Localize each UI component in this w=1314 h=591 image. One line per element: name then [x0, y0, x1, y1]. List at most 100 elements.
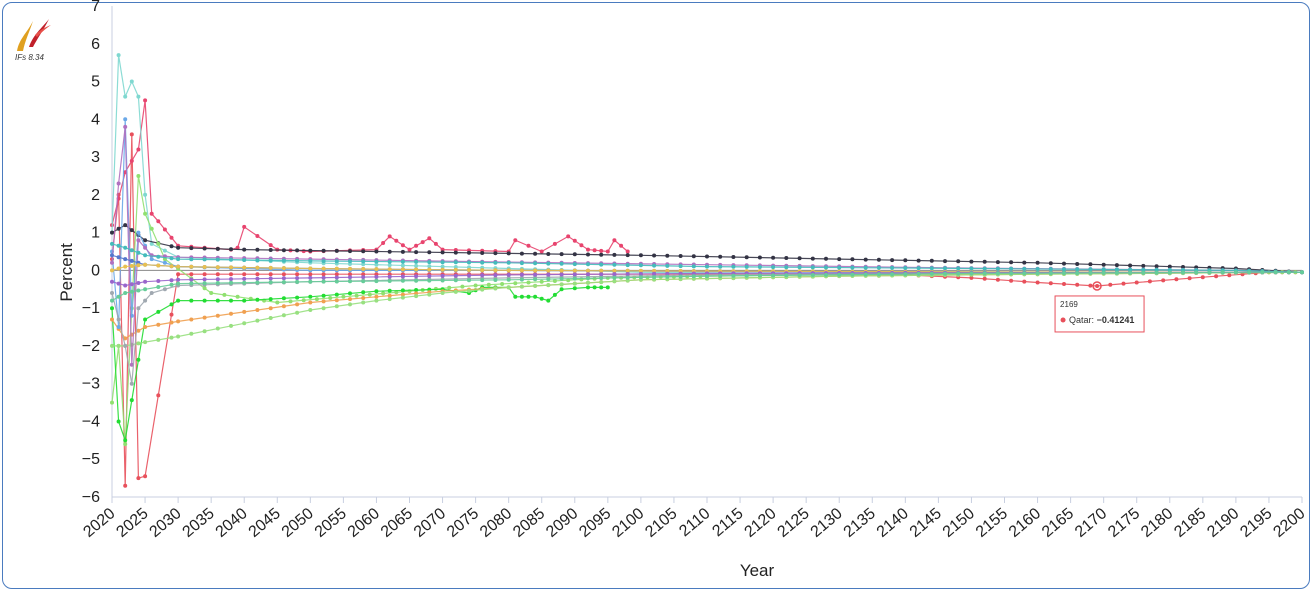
- data-point: [513, 294, 518, 299]
- data-point: [242, 265, 247, 270]
- data-point: [427, 292, 432, 297]
- x-tick-label: 2055: [312, 505, 350, 541]
- data-point: [1088, 270, 1093, 275]
- y-tick-label: −5: [82, 451, 100, 468]
- data-point: [1114, 263, 1119, 268]
- data-point: [546, 272, 551, 277]
- data-point: [374, 259, 379, 264]
- data-point: [1128, 270, 1133, 275]
- data-point: [156, 263, 161, 268]
- data-point: [519, 268, 524, 273]
- data-point: [129, 248, 134, 253]
- series-line[interactable]: [110, 270, 1304, 303]
- data-point: [539, 249, 544, 254]
- data-point: [268, 316, 273, 320]
- data-point: [638, 275, 643, 280]
- data-point: [281, 313, 286, 318]
- data-point: [625, 249, 630, 254]
- data-point: [592, 285, 597, 290]
- x-tick-label: 2060: [345, 505, 383, 541]
- data-point: [255, 247, 260, 252]
- data-point: [1181, 270, 1185, 275]
- data-point: [268, 258, 273, 263]
- data-point: [929, 271, 934, 276]
- data-point: [348, 302, 352, 307]
- data-point: [943, 266, 947, 271]
- data-point: [361, 296, 366, 300]
- data-point: [189, 246, 194, 251]
- data-point: [599, 276, 604, 281]
- data-point: [176, 272, 181, 277]
- data-point: [453, 273, 458, 278]
- data-point: [480, 251, 485, 255]
- data-point: [460, 284, 465, 289]
- y-tick-label: 1: [91, 225, 100, 242]
- data-point: [533, 261, 538, 266]
- data-point: [718, 273, 723, 278]
- data-point: [757, 273, 762, 278]
- data-point: [533, 283, 538, 288]
- series-line[interactable]: [110, 98, 630, 254]
- data-point: [308, 300, 313, 305]
- data-point: [1233, 270, 1238, 275]
- data-point: [149, 241, 154, 246]
- y-tick-label: −2: [82, 338, 100, 355]
- data-point: [136, 174, 141, 178]
- data-point: [176, 264, 181, 269]
- data-point: [255, 318, 260, 323]
- data-point: [1154, 270, 1159, 275]
- data-point: [810, 273, 815, 277]
- data-point: [612, 252, 617, 257]
- data-point: [546, 277, 551, 282]
- data-point: [1273, 270, 1278, 275]
- data-point: [116, 317, 121, 322]
- ifs-logo-icon: [9, 11, 57, 63]
- data-point: [427, 278, 432, 283]
- hover-point-marker[interactable]: [1092, 281, 1102, 291]
- data-point: [129, 282, 134, 287]
- data-point: [143, 474, 148, 479]
- data-point: [612, 262, 617, 267]
- data-point: [771, 265, 776, 270]
- data-point: [123, 483, 128, 488]
- data-point: [321, 293, 326, 298]
- data-point: [281, 296, 286, 301]
- data-point: [308, 258, 313, 263]
- data-point: [361, 290, 366, 295]
- x-tick-label: 2110: [676, 505, 713, 540]
- tooltip-year: 2169: [1060, 300, 1078, 309]
- x-tick-label: 2100: [609, 505, 647, 541]
- series-line[interactable]: [110, 53, 1304, 276]
- data-point: [361, 279, 366, 284]
- data-point: [599, 268, 604, 273]
- data-point: [255, 276, 260, 281]
- data-point: [982, 271, 987, 276]
- tooltip: 2169 Qatar: −0.41241: [1054, 295, 1145, 333]
- data-point: [599, 248, 604, 253]
- data-point: [824, 272, 828, 277]
- data-point: [202, 277, 207, 282]
- data-point: [176, 334, 181, 339]
- data-point: [652, 268, 657, 273]
- data-point: [328, 296, 333, 300]
- data-point: [169, 278, 174, 283]
- y-tick-label: −6: [82, 489, 100, 506]
- data-point: [1227, 273, 1232, 278]
- data-point: [129, 289, 134, 294]
- data-point: [334, 259, 339, 264]
- data-point: [771, 255, 776, 260]
- series-line[interactable]: [110, 285, 610, 443]
- series-line[interactable]: [110, 241, 1304, 275]
- data-point: [162, 227, 167, 232]
- data-point: [982, 276, 987, 281]
- data-point: [744, 264, 749, 269]
- y-tick-label: −1: [82, 300, 100, 317]
- data-point: [242, 272, 247, 277]
- data-point: [156, 322, 161, 327]
- data-point: [559, 268, 564, 273]
- data-point: [143, 238, 148, 243]
- series-path: [111, 100, 629, 253]
- data-point: [242, 276, 247, 281]
- data-point: [202, 257, 207, 262]
- data-point: [546, 261, 551, 266]
